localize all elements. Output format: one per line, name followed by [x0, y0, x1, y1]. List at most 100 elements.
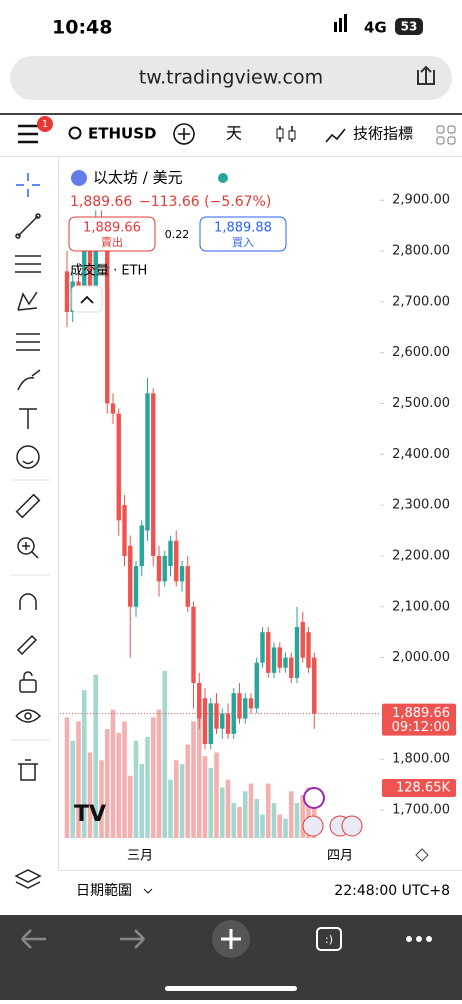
candle-body: [254, 662, 259, 709]
volume-bar: [168, 779, 173, 838]
candle-body: [87, 251, 93, 292]
event-icon[interactable]: [303, 787, 325, 809]
volume-bar: [76, 721, 81, 838]
volume-bar: [133, 740, 139, 838]
settings-icon[interactable]: [415, 848, 429, 862]
candle-body: [93, 220, 98, 292]
search-icon[interactable]: [68, 126, 82, 140]
candle-body: [151, 393, 156, 556]
y-tick-label: 2,700.00: [392, 294, 450, 309]
crosshair-tool[interactable]: [16, 173, 40, 197]
volume-bar: [196, 697, 202, 838]
candle-body: [300, 622, 305, 658]
more-button[interactable]: [406, 936, 432, 942]
tabs-button[interactable]: [316, 927, 342, 951]
back-button[interactable]: [21, 929, 46, 949]
dropdown-icon: [143, 888, 153, 894]
divider: [0, 113, 462, 115]
candle-body: [225, 713, 231, 734]
volume-bar: [191, 721, 196, 838]
volume-bar: [214, 752, 219, 838]
volume-bar: [260, 814, 265, 838]
network: 4G: [364, 19, 387, 37]
candle-body: [312, 657, 317, 714]
sell-price[interactable]: 1,889.66: [83, 221, 141, 236]
signal-icon: [334, 22, 337, 32]
candle-body: [82, 251, 87, 302]
volume-bar: [248, 783, 254, 838]
status-time: 10:48: [52, 17, 112, 39]
compare-button: [178, 128, 190, 140]
compare-button[interactable]: [173, 123, 195, 145]
home-indicator: [165, 986, 297, 991]
volume-bar: [306, 787, 311, 838]
volume-bar: [254, 799, 260, 838]
volume-bar: [64, 717, 70, 838]
volume-bar: [294, 802, 300, 838]
volume-bar: [208, 767, 214, 838]
countdown: 09:12:00: [392, 720, 450, 735]
volume-bar: [277, 814, 283, 838]
candle-body: [294, 627, 300, 678]
candle-body: [260, 632, 265, 663]
volume-box: [382, 778, 456, 797]
candle-body: [162, 555, 167, 582]
volume-bar: [265, 783, 271, 838]
url[interactable]: tw.tradingview.com: [139, 67, 323, 89]
forward-button[interactable]: [120, 929, 145, 949]
volume-bar: [173, 760, 179, 838]
volume-bar: [179, 764, 185, 838]
date-range[interactable]: 日期範圍: [76, 882, 132, 899]
x-tick-label: 四月: [327, 849, 353, 864]
menu-button[interactable]: [18, 124, 38, 144]
volume-bar: [99, 760, 104, 838]
candle-body: [266, 632, 271, 673]
signal-icon: [344, 14, 347, 32]
chart: 2,900.00 2,800.00 2,700.00 2,600.00 2,500.00…: [60, 193, 456, 864]
candle-body: [133, 566, 139, 607]
badge-count: 1: [42, 119, 48, 130]
tv-logo: TV: [74, 802, 106, 827]
url-bar[interactable]: [10, 56, 452, 100]
y-tick-label: 2,800.00: [392, 244, 450, 259]
layout-icon[interactable]: [436, 125, 445, 134]
indicators-icon[interactable]: [325, 128, 346, 143]
drawing-tools[interactable]: [14, 213, 42, 889]
volume-bar: [311, 787, 317, 838]
chart-type-icon: [276, 128, 284, 139]
collapse-button[interactable]: [71, 285, 103, 313]
candle-body: [128, 545, 133, 607]
y-tick-label: 2,200.00: [392, 548, 450, 563]
layout-icon: [447, 136, 456, 145]
volume-bar: [127, 775, 133, 838]
candle-body: [105, 225, 110, 404]
symbol[interactable]: ETHUSD: [88, 125, 156, 143]
candle-body: [174, 540, 179, 582]
candle-body: [122, 505, 127, 556]
volume-bar: [202, 756, 208, 838]
legend-change: −113.66 (−5.67%): [139, 194, 271, 210]
buy-button[interactable]: [199, 216, 287, 252]
tabs-icon: :): [325, 933, 333, 946]
event-icon[interactable]: [341, 815, 363, 837]
last-price-box: [382, 703, 456, 736]
volume-bar: [300, 795, 306, 838]
sell-label[interactable]: 賣出: [101, 235, 123, 249]
interval[interactable]: 天: [226, 124, 242, 143]
buy-label[interactable]: 買入: [232, 236, 254, 249]
volume-bar: [104, 729, 110, 838]
volume-bar: [219, 787, 225, 838]
buy-price[interactable]: 1,889.88: [214, 221, 272, 236]
sell-button[interactable]: [68, 216, 156, 252]
candle-body: [283, 657, 288, 668]
last-price-label: 1,889.66: [392, 706, 450, 721]
divider: [0, 156, 462, 157]
indicators[interactable]: 技術指標: [353, 125, 413, 143]
volume-bar: [139, 764, 145, 838]
share-button[interactable]: [417, 65, 435, 85]
event-icon[interactable]: [302, 815, 324, 837]
divider: [58, 870, 462, 871]
volume-bar: [242, 791, 248, 838]
y-tick-label: 2,900.00: [392, 193, 450, 208]
